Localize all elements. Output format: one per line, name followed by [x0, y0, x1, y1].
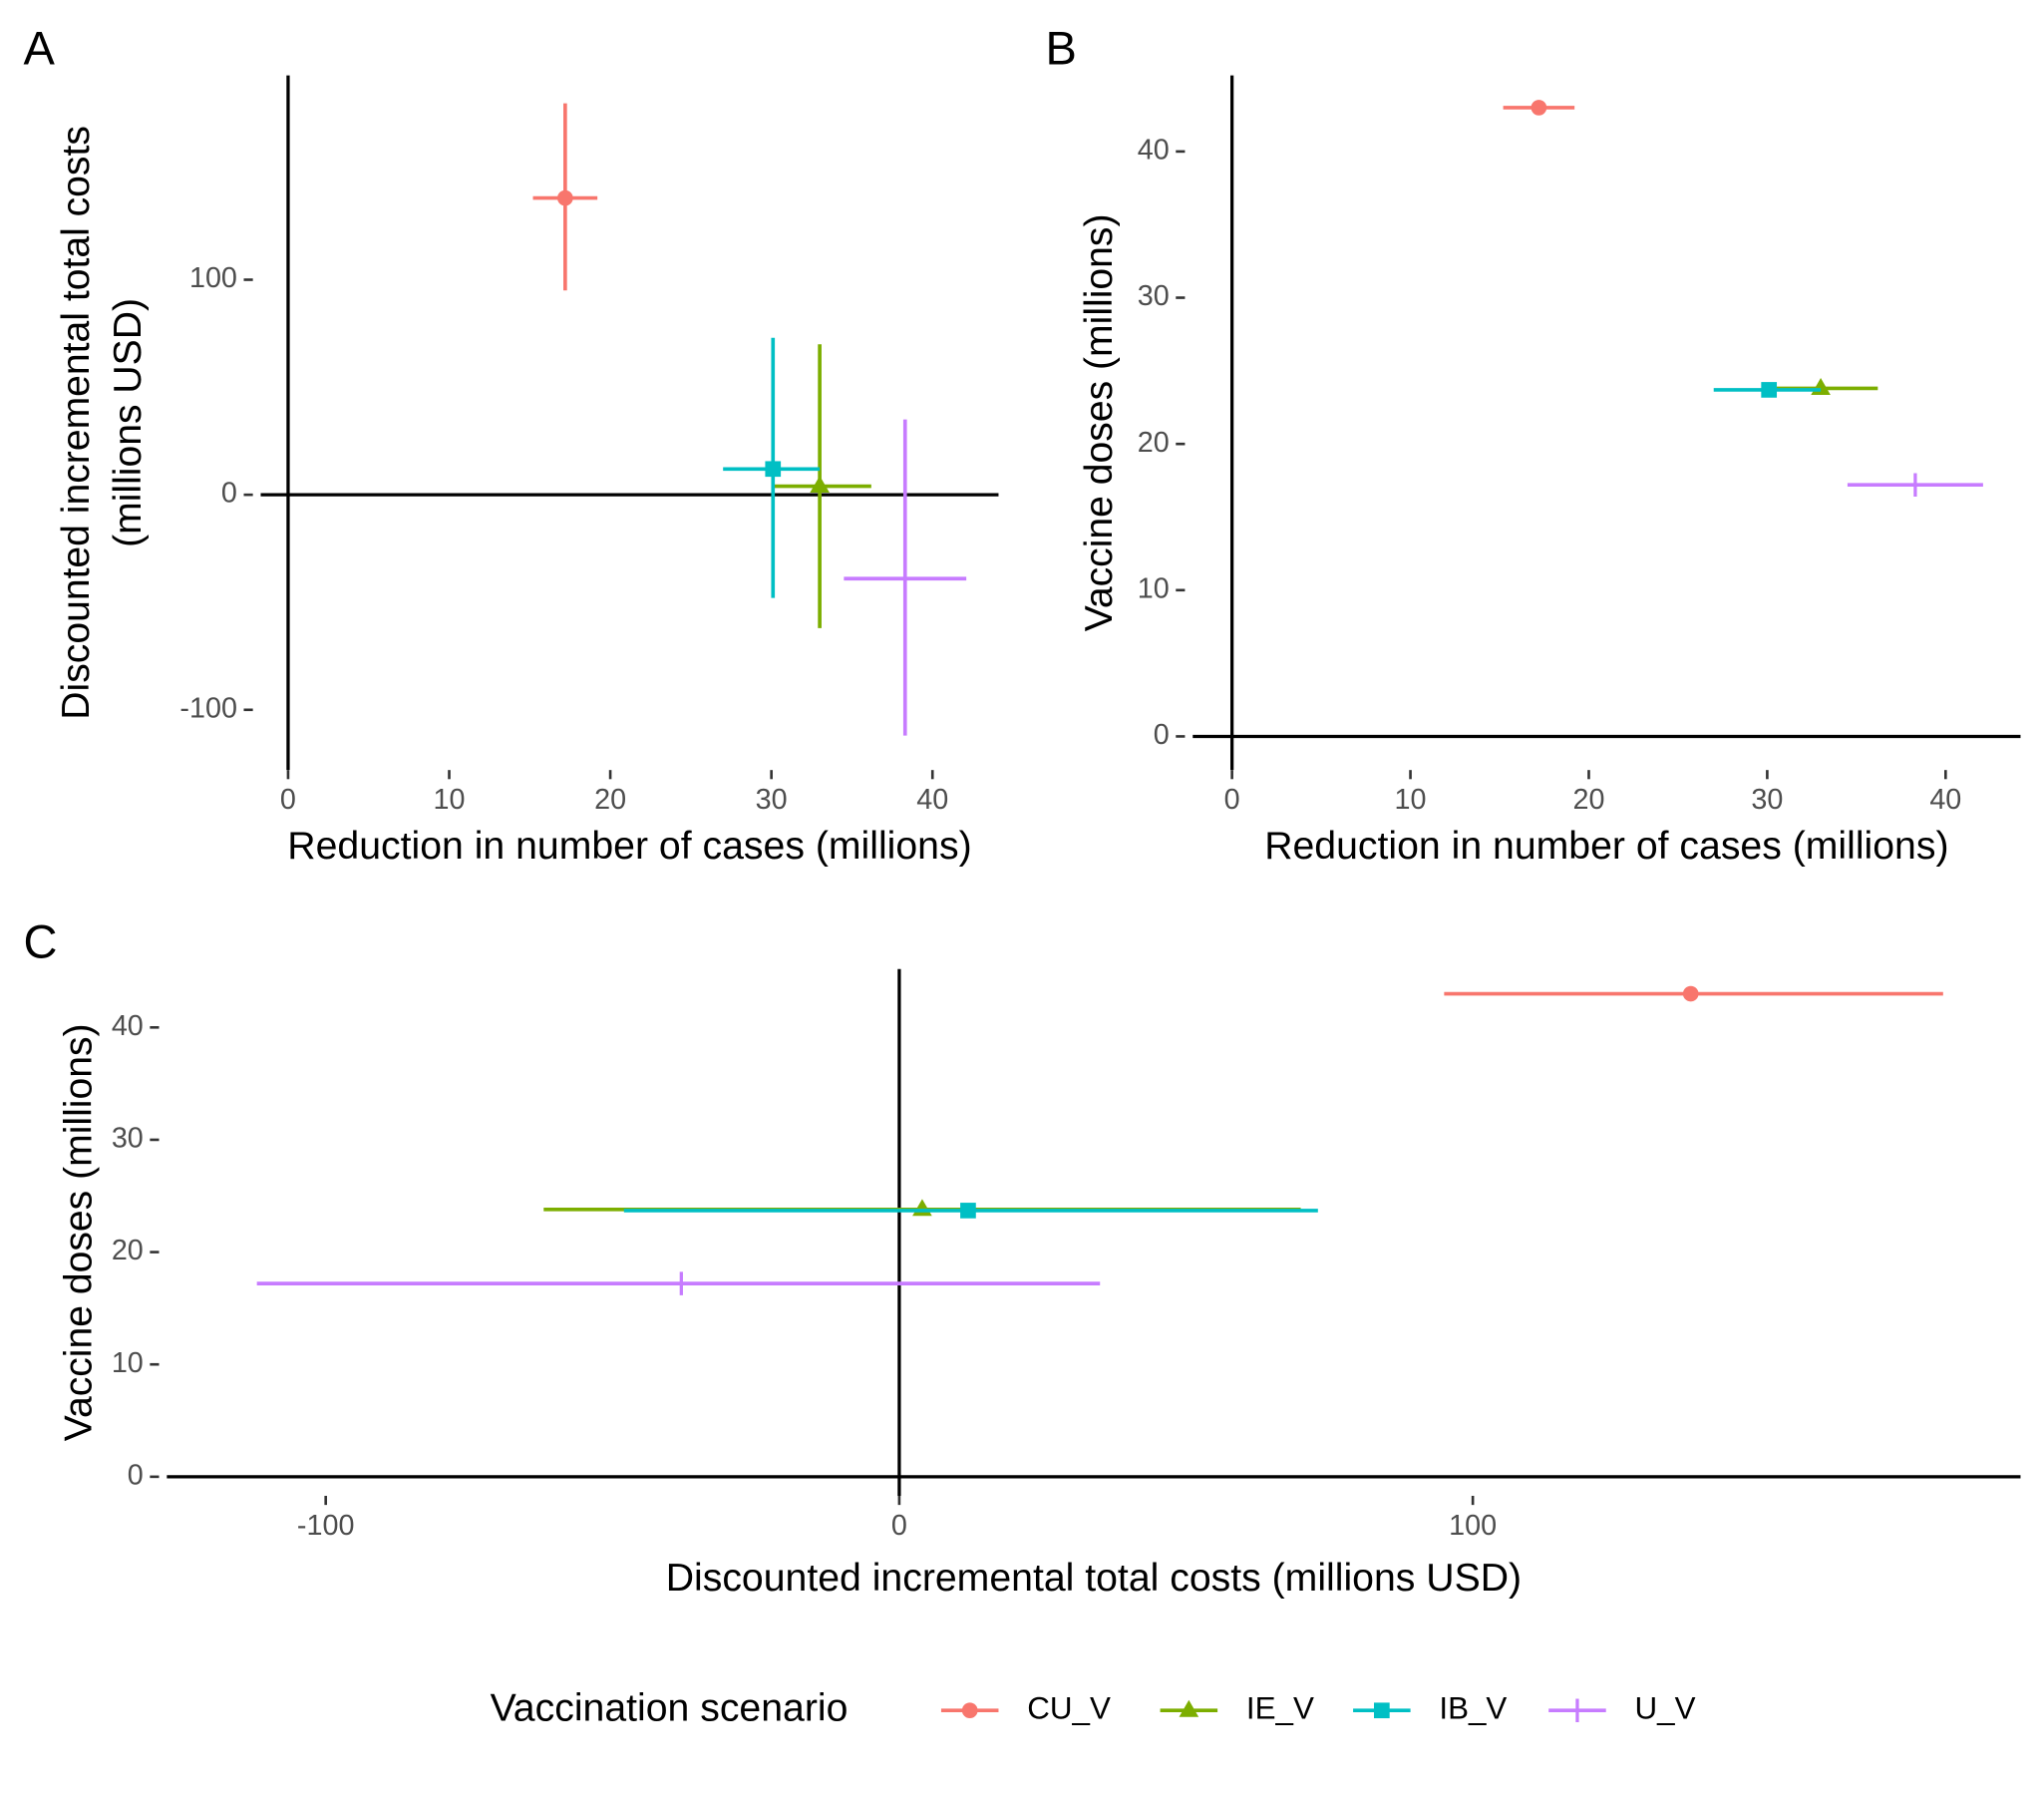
- y-tick-label: 20: [1138, 427, 1170, 459]
- x-tick-label: 40: [916, 784, 948, 816]
- point: [1761, 382, 1778, 398]
- x-tick-label: 0: [280, 784, 296, 816]
- panel-label: C: [24, 915, 58, 968]
- point: [892, 566, 917, 590]
- x-tick-label: 100: [1449, 1510, 1497, 1542]
- x-axis-title: Reduction in number of cases (millions): [1264, 825, 1948, 868]
- y-tick-label: 10: [1138, 572, 1170, 604]
- y-tick-label: -100: [179, 692, 237, 724]
- point: [1811, 378, 1831, 395]
- x-tick-label: 40: [1929, 784, 1961, 816]
- legend-key-marker: [1179, 1699, 1199, 1717]
- x-tick-label: 30: [1751, 784, 1783, 816]
- x-tick-label: 10: [434, 784, 466, 816]
- point: [1682, 985, 1699, 1002]
- point: [960, 1203, 976, 1219]
- y-tick-label: 40: [1138, 135, 1170, 167]
- legend-label: CU_V: [1027, 1691, 1111, 1726]
- y-tick-label: 100: [189, 262, 237, 294]
- point: [1531, 100, 1547, 116]
- legend-label: IE_V: [1246, 1691, 1314, 1726]
- y-tick-label: 30: [112, 1123, 144, 1155]
- point: [557, 189, 573, 206]
- x-axis-title: Reduction in number of cases (millions): [287, 825, 971, 868]
- y-axis-title: Vaccine doses (millions): [1078, 214, 1121, 632]
- x-tick-label: 20: [594, 784, 626, 816]
- x-tick-label: 20: [1572, 784, 1604, 816]
- point: [765, 461, 782, 478]
- y-tick-label: 40: [112, 1010, 144, 1042]
- point: [810, 476, 830, 494]
- y-tick-label: 0: [128, 1459, 144, 1491]
- legend-label: IB_V: [1439, 1691, 1507, 1726]
- legend-title: Vaccination scenario: [491, 1687, 849, 1730]
- point: [669, 1271, 694, 1295]
- x-tick-label: 0: [891, 1510, 907, 1542]
- panel-label: A: [24, 22, 56, 75]
- y-tick-label: 20: [112, 1235, 144, 1266]
- legend-key-marker: [961, 1702, 978, 1719]
- point: [912, 1199, 932, 1217]
- x-tick-label: 30: [756, 784, 788, 816]
- y-axis-title: Discounted incremental total costs: [55, 126, 98, 720]
- y-tick-label: 0: [221, 478, 237, 510]
- point: [1903, 473, 1927, 497]
- x-tick-label: 10: [1395, 784, 1427, 816]
- y-tick-label: 0: [1154, 719, 1170, 751]
- y-tick-label: 30: [1138, 280, 1170, 312]
- panel-label: B: [1046, 22, 1077, 75]
- legend-key-marker: [1373, 1702, 1390, 1719]
- y-axis-title: Vaccine doses (millions): [57, 1023, 100, 1441]
- x-tick-label: 0: [1224, 784, 1240, 816]
- legend-key-marker: [1565, 1698, 1589, 1722]
- y-tick-label: 10: [112, 1347, 144, 1379]
- legend-label: U_V: [1634, 1691, 1695, 1726]
- x-tick-label: -100: [297, 1510, 355, 1542]
- x-axis-title: Discounted incremental total costs (mill…: [666, 1557, 1522, 1600]
- y-axis-title: (millions USD): [107, 298, 150, 547]
